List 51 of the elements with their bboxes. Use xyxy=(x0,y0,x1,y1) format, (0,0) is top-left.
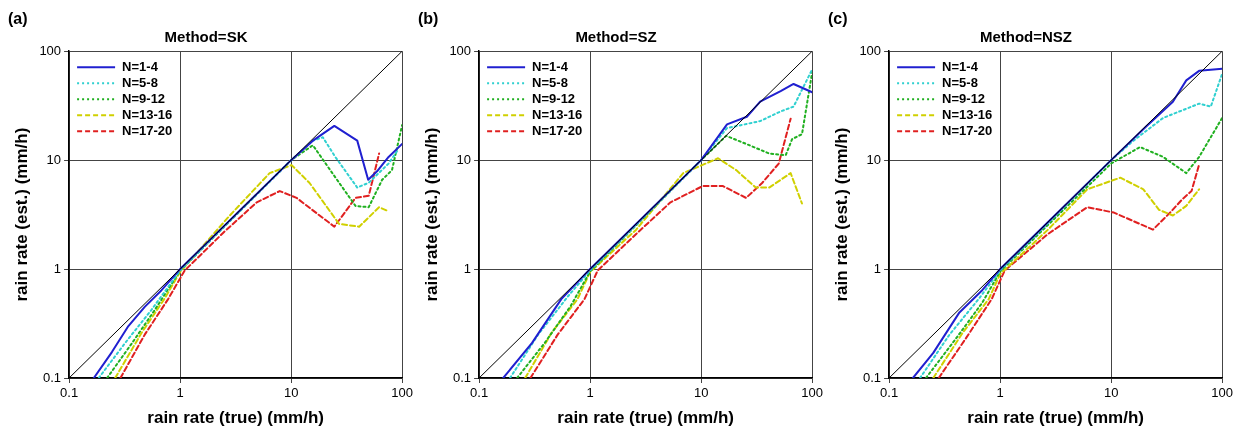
y-tick-label: 100 xyxy=(449,42,472,58)
legend-label: N=9-12 xyxy=(942,90,986,106)
y-tick-label: 100 xyxy=(859,42,882,58)
x-axis-title: rain rate (true) (mm/h) xyxy=(967,408,1144,428)
x-tick-label: 0.1 xyxy=(470,385,489,401)
y-tick-label: 1 xyxy=(53,260,62,276)
x-tick-label: 0.1 xyxy=(880,385,899,401)
x-tick-label: 100 xyxy=(1211,385,1234,401)
legend-label: N=17-20 xyxy=(942,122,993,138)
y-axis-title: rain rate (est.) (mm/h) xyxy=(421,127,441,302)
legend-label: N=1-4 xyxy=(122,58,159,74)
chart-subtitle: Method=SZ xyxy=(575,28,657,46)
y-tick-label: 10 xyxy=(866,151,882,167)
y-axis-title: rain rate (est.) (mm/h) xyxy=(831,127,851,302)
legend-label: N=1-4 xyxy=(532,58,569,74)
legend-label: N=5-8 xyxy=(532,74,568,90)
x-tick-label: 1 xyxy=(586,385,594,401)
legend-label: N=13-16 xyxy=(122,106,173,122)
legend-label: N=17-20 xyxy=(532,122,583,138)
x-tick-label: 100 xyxy=(391,385,414,401)
legend-label: N=5-8 xyxy=(942,74,978,90)
x-tick-label: 10 xyxy=(1103,385,1119,401)
legend-label: N=17-20 xyxy=(122,122,173,138)
legend-label: N=13-16 xyxy=(942,106,993,122)
chart-subtitle: Method=SK xyxy=(164,28,248,46)
x-tick-label: 10 xyxy=(693,385,709,401)
x-tick-label: 1 xyxy=(176,385,184,401)
x-tick-label: 0.1 xyxy=(60,385,79,401)
chart-title: (c) xyxy=(828,10,848,28)
legend-label: N=9-12 xyxy=(532,90,576,106)
y-tick-label: 10 xyxy=(456,151,472,167)
x-tick-label: 1 xyxy=(996,385,1004,401)
y-tick-label: 100 xyxy=(39,42,62,58)
chart-subtitle: Method=NSZ xyxy=(979,28,1073,46)
x-axis-title: rain rate (true) (mm/h) xyxy=(557,408,734,428)
y-tick-label: 0.1 xyxy=(453,369,472,385)
x-tick-label: 10 xyxy=(283,385,299,401)
y-tick-label: 10 xyxy=(46,151,62,167)
y-tick-label: 0.1 xyxy=(863,369,882,385)
legend-label: N=1-4 xyxy=(942,58,979,74)
chart-title: (a) xyxy=(8,10,28,28)
legend-label: N=9-12 xyxy=(122,90,166,106)
y-tick-label: 1 xyxy=(873,260,882,276)
y-tick-label: 0.1 xyxy=(43,369,62,385)
legend-label: N=5-8 xyxy=(122,74,158,90)
x-tick-label: 100 xyxy=(801,385,824,401)
y-tick-label: 1 xyxy=(463,260,472,276)
x-axis-title: rain rate (true) (mm/h) xyxy=(147,408,324,428)
chart-title: (b) xyxy=(418,10,439,28)
y-axis-title: rain rate (est.) (mm/h) xyxy=(11,127,31,302)
legend-label: N=13-16 xyxy=(532,106,583,122)
